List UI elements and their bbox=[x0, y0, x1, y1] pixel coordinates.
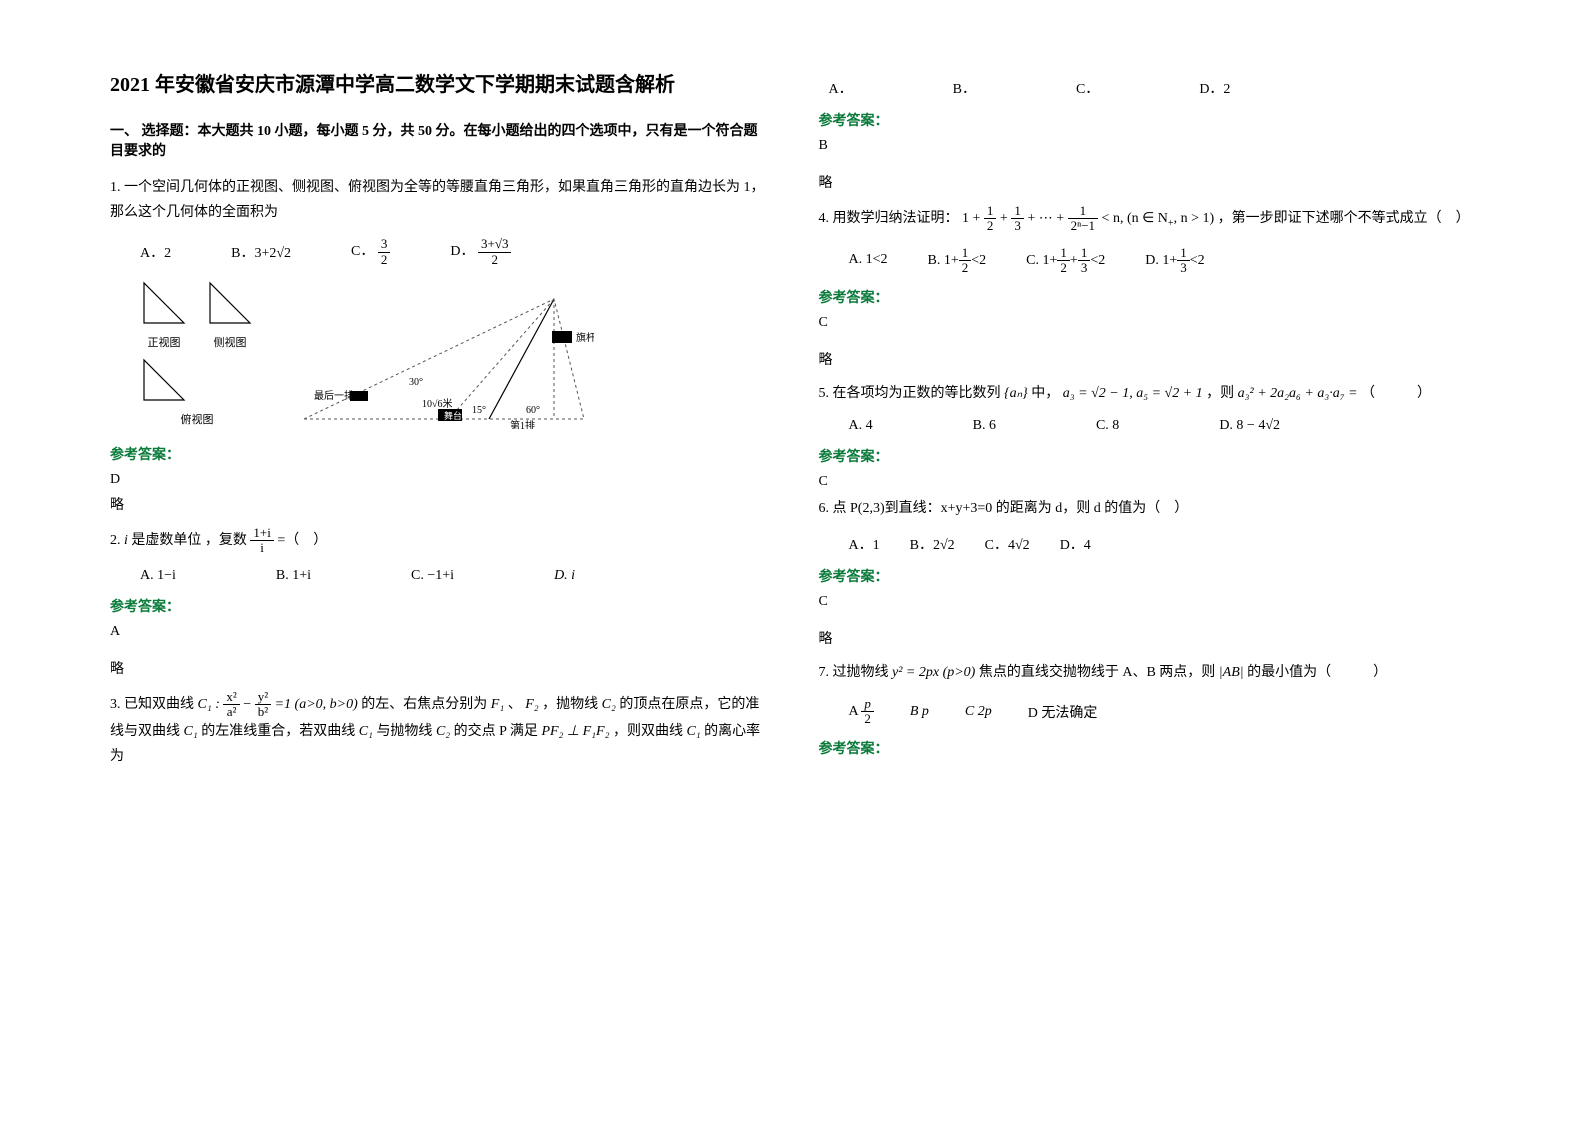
q5-optA: A. 4 bbox=[849, 418, 873, 434]
svg-text:旗杆: 旗杆 bbox=[576, 331, 594, 344]
q3-optB: B． bbox=[953, 78, 976, 98]
q1-optC: C． 3 2 bbox=[351, 237, 390, 267]
front-view: 正视图 bbox=[140, 279, 188, 350]
q1-text: 1. 一个空间几何体的正视图、侧视图、俯视图为全等的等腰直角三角形，如果直角三角… bbox=[110, 180, 765, 220]
q2-optD: D. i bbox=[554, 568, 575, 584]
q2-options: A. 1−i B. 1+i C. −1+i D. i bbox=[140, 568, 769, 584]
q5-optC: C. 8 bbox=[1096, 418, 1119, 434]
question-2: 2. i 是虚数单位 ，复数 1+i i =（ ） bbox=[110, 526, 769, 556]
q5-optB: B. 6 bbox=[973, 418, 996, 434]
svg-text:最后一排: 最后一排 bbox=[314, 389, 354, 402]
q4-optA: A. 1<2 bbox=[849, 252, 888, 268]
stage-diagram-icon: 旗杆 最后一排 30° 60° 15° 10√6米 舞台 第1排 bbox=[294, 279, 594, 429]
triangle-icon bbox=[140, 356, 188, 404]
q3-brief: 略 bbox=[819, 172, 1478, 192]
q3-optA: A． bbox=[829, 78, 853, 98]
svg-text:舞台: 舞台 bbox=[444, 410, 462, 421]
question-5: 5. 在各项均为正数的等比数列 {aₙ} 中， a₃ = √2 − 1, a₅ … bbox=[819, 381, 1478, 406]
q3-answer: B bbox=[819, 138, 1478, 154]
q2-optC: C. −1+i bbox=[411, 568, 454, 584]
side-view: 侧视图 bbox=[206, 279, 254, 350]
q1-diagrams: 正视图 侧视图 俯视图 bbox=[140, 279, 769, 434]
q4-optB: B. 1+12<2 bbox=[928, 246, 987, 276]
q7-optC: C 2p bbox=[965, 704, 992, 720]
section-1-heading: 一、 选择题：本大题共 10 小题，每小题 5 分，共 50 分。在每小题给出的… bbox=[110, 120, 769, 160]
q4-answer-label: 参考答案： bbox=[819, 287, 1478, 307]
triangle-icon bbox=[140, 279, 188, 327]
q1-optA: A．2 bbox=[140, 242, 171, 262]
right-column: A． B． C． D．2 参考答案： B 略 4. 用数学归纳法证明： 1 + … bbox=[809, 70, 1488, 1052]
svg-text:第1排: 第1排 bbox=[510, 419, 535, 429]
q7-answer-label: 参考答案： bbox=[819, 738, 1478, 758]
q2-answer-label: 参考答案： bbox=[110, 596, 769, 616]
svg-text:60°: 60° bbox=[526, 405, 540, 416]
exam-title: 2021 年安徽省安庆市源潭中学高二数学文下学期期末试题含解析 bbox=[110, 70, 769, 100]
q3-optC: C． bbox=[1076, 78, 1099, 98]
q1-brief: 略 bbox=[110, 494, 769, 514]
q3-answer-label: 参考答案： bbox=[819, 110, 1478, 130]
q4-optD: D. 1+13<2 bbox=[1145, 246, 1204, 276]
question-4: 4. 用数学归纳法证明： 1 + 12 + 13 + ⋯ + 12ⁿ−1 < n… bbox=[819, 204, 1478, 234]
q6-brief: 略 bbox=[819, 628, 1478, 648]
top-view: 俯视图 bbox=[140, 356, 254, 427]
svg-text:30°: 30° bbox=[409, 377, 423, 388]
q4-optC: C. 1+12+13<2 bbox=[1026, 246, 1105, 276]
q5-answer: C bbox=[819, 474, 1478, 490]
q5-answer-label: 参考答案： bbox=[819, 446, 1478, 466]
question-3: 3. 已知双曲线 C₁ : x² a² − y² b² =1 (a>0, b>0… bbox=[110, 690, 769, 770]
question-1: 1. 一个空间几何体的正视图、侧视图、俯视图为全等的等腰直角三角形，如果直角三角… bbox=[110, 175, 769, 225]
q6-answer: C bbox=[819, 594, 1478, 610]
three-views: 正视图 侧视图 俯视图 bbox=[140, 279, 254, 427]
q5-options: A. 4 B. 6 C. 8 D. 8 − 4√2 bbox=[849, 418, 1478, 434]
q1-optB: B．3+2√2 bbox=[231, 242, 291, 262]
q6-options: A．1 B．2√2 C．4√2 D．4 bbox=[849, 534, 1478, 554]
q6-optB: B．2√2 bbox=[910, 534, 955, 554]
stage-figure: 旗杆 最后一排 30° 60° 15° 10√6米 舞台 第1排 bbox=[294, 279, 594, 434]
left-column: 2021 年安徽省安庆市源潭中学高二数学文下学期期末试题含解析 一、 选择题：本… bbox=[100, 70, 779, 1052]
q7-options: A p 2 B p C 2p D 无法确定 bbox=[849, 697, 1478, 727]
q4-answer: C bbox=[819, 315, 1478, 331]
q7-optD: D 无法确定 bbox=[1028, 702, 1098, 722]
q2-answer: A bbox=[110, 624, 769, 640]
q5-optD: D. 8 − 4√2 bbox=[1219, 418, 1280, 434]
q6-optA: A．1 bbox=[849, 534, 880, 554]
q6-optD: D．4 bbox=[1060, 534, 1091, 554]
q4-brief: 略 bbox=[819, 349, 1478, 369]
question-7: 7. 过抛物线 y² = 2px (p>0) 焦点的直线交抛物线于 A、B 两点… bbox=[819, 660, 1478, 685]
q3-options: A． B． C． D．2 bbox=[829, 78, 1478, 98]
q2-optA: A. 1−i bbox=[140, 568, 176, 584]
q6-optC: C．4√2 bbox=[985, 534, 1030, 554]
svg-text:10√6米: 10√6米 bbox=[422, 397, 453, 410]
q3-optD: D．2 bbox=[1199, 78, 1230, 98]
q1-options: A．2 B．3+2√2 C． 3 2 D． 3+√3 2 bbox=[140, 237, 769, 267]
q2-brief: 略 bbox=[110, 658, 769, 678]
q6-answer-label: 参考答案： bbox=[819, 566, 1478, 586]
question-6: 6. 点 P(2,3)到直线：x+y+3=0 的距离为 d，则 d 的值为（ ） bbox=[819, 496, 1478, 521]
svg-text:15°: 15° bbox=[472, 405, 486, 416]
q1-answer-label: 参考答案： bbox=[110, 444, 769, 464]
q1-answer: D bbox=[110, 472, 769, 488]
triangle-icon bbox=[206, 279, 254, 327]
q2-optB: B. 1+i bbox=[276, 568, 311, 584]
q1-optD: D． 3+√3 2 bbox=[450, 237, 511, 267]
q7-optA: A p 2 bbox=[849, 697, 874, 727]
q7-optB: B p bbox=[910, 704, 929, 720]
q4-options: A. 1<2 B. 1+12<2 C. 1+12+13<2 D. 1+13<2 bbox=[849, 246, 1478, 276]
